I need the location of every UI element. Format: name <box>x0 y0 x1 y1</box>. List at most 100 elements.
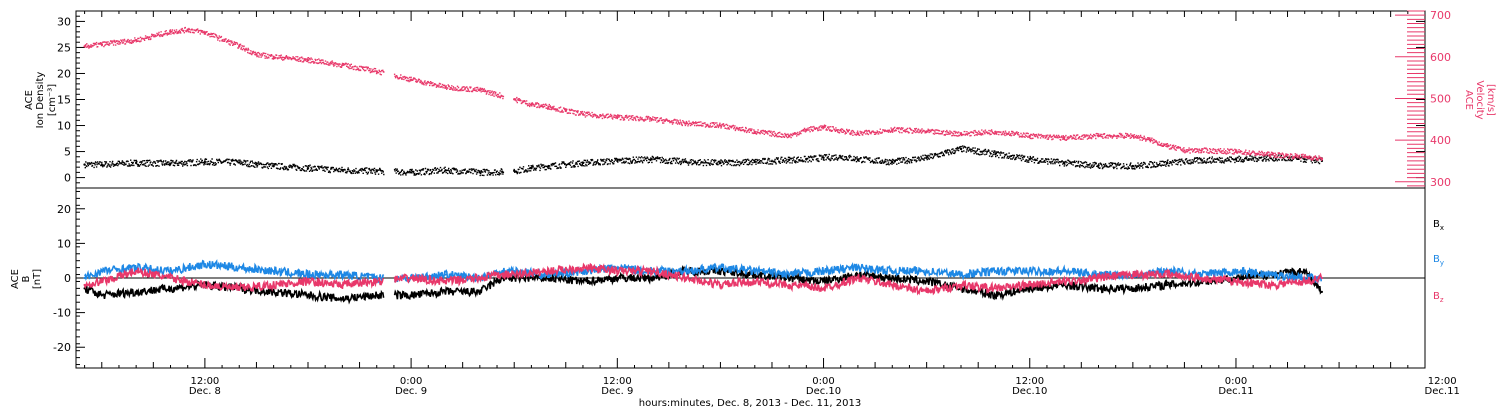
legend: Bx By Bz <box>1433 219 1444 304</box>
bz-point <box>684 276 688 280</box>
by-point <box>1269 273 1272 276</box>
bz-point <box>375 280 378 283</box>
time-tick-label: 12:00 <box>1428 376 1457 387</box>
bz-series <box>83 262 1323 296</box>
bz-point <box>822 287 825 290</box>
bx-point <box>1097 287 1100 290</box>
velocity-point <box>1269 153 1272 156</box>
velocity-point <box>255 53 258 56</box>
time-tick-label: 12:00 <box>190 376 219 387</box>
bz-point <box>135 269 138 273</box>
density-point <box>1303 158 1306 161</box>
density-point <box>1131 164 1135 168</box>
velocity-point <box>409 78 413 81</box>
bz-point <box>83 283 86 287</box>
bx-point <box>410 294 413 297</box>
by-point <box>169 269 172 273</box>
bz-point <box>513 273 516 276</box>
by-point <box>1063 269 1066 273</box>
density-point <box>719 161 722 165</box>
bx-point <box>788 276 791 280</box>
bz-point <box>272 283 275 287</box>
density-tick-label: 20 <box>57 67 71 80</box>
field-tick-label: 20 <box>57 203 71 216</box>
velocity-tick-label: 400 <box>1430 134 1451 147</box>
density-point <box>581 161 585 165</box>
velocity-point <box>272 55 275 59</box>
bz-point <box>581 266 585 269</box>
density-point <box>787 158 791 162</box>
legend-bx-label: B <box>1433 219 1440 230</box>
velocity-axis-label-line1: ACE <box>1463 90 1474 110</box>
density-point <box>650 158 653 161</box>
density-tick-label: 10 <box>57 120 71 133</box>
velocity-point <box>169 30 172 34</box>
velocity-axis-label-line3: [km/s] <box>1485 84 1496 116</box>
density-point <box>272 164 275 168</box>
velocity-point <box>805 128 808 131</box>
velocity-point <box>513 98 516 101</box>
bx-point <box>581 280 585 283</box>
velocity-point <box>238 45 241 48</box>
density-point <box>547 164 550 168</box>
density-point <box>1097 164 1100 167</box>
bx-point <box>1320 290 1323 293</box>
density-point <box>500 170 504 174</box>
legend-bz: Bz <box>1433 291 1444 304</box>
by-point <box>1200 273 1203 276</box>
velocity-points <box>84 26 1323 161</box>
velocity-point <box>375 70 378 73</box>
field-axis: -20 -10 0 10 20 <box>53 190 85 366</box>
density-point <box>255 163 258 166</box>
velocity-point <box>1320 157 1324 161</box>
time-tick-label: 12:00 <box>603 376 632 387</box>
velocity-point <box>1303 155 1306 158</box>
time-tick-label: 0:00 <box>1225 376 1247 387</box>
velocity-point <box>186 28 189 31</box>
by-point <box>753 269 756 273</box>
bx-point <box>444 290 447 293</box>
by-point <box>272 269 275 273</box>
bx-point <box>272 290 275 293</box>
velocity-axis-label-line2: Velocity <box>1474 80 1485 119</box>
bz-point <box>1063 280 1066 283</box>
density-points <box>84 145 1323 177</box>
field-series <box>83 259 1323 305</box>
density-point <box>83 163 86 166</box>
bx-point <box>719 269 722 273</box>
velocity-point <box>341 63 344 67</box>
field-axis-label-line3: [nT] <box>32 269 43 289</box>
velocity-point <box>134 38 138 42</box>
velocity-point <box>547 105 550 108</box>
by-point <box>925 269 928 273</box>
bz-point <box>650 269 653 273</box>
by-point <box>341 273 344 276</box>
by-point <box>306 273 310 276</box>
bx-point <box>375 294 378 297</box>
x-axis-title: hours:minutes, Dec. 8, 2013 - Dec. 11, 2… <box>639 398 861 409</box>
density-axis-label-line3: [cm⁻³] <box>47 84 58 116</box>
velocity-tick-label: 500 <box>1430 92 1451 105</box>
velocity-point <box>83 45 86 48</box>
time-tick-label: 0:00 <box>400 376 422 387</box>
density-tick-label: 30 <box>57 15 71 28</box>
by-point <box>788 273 791 276</box>
density-axis-label-line1: ACE <box>24 90 35 110</box>
bz-point <box>788 283 791 287</box>
bx-point <box>135 290 138 293</box>
density-point <box>822 156 825 160</box>
by-point <box>719 266 722 269</box>
bz-point <box>753 280 756 283</box>
legend-by-subscript: y <box>1440 259 1444 267</box>
bz-point <box>547 269 550 273</box>
velocity-point <box>1062 136 1066 140</box>
date-tick-label: Dec. 8 <box>189 386 221 397</box>
bz-point <box>501 273 504 276</box>
bz-point <box>1269 283 1272 287</box>
by-point <box>1028 269 1031 273</box>
by-point <box>994 269 997 273</box>
density-point <box>925 156 928 160</box>
bx-point <box>1131 287 1134 290</box>
density-point <box>1062 161 1066 165</box>
